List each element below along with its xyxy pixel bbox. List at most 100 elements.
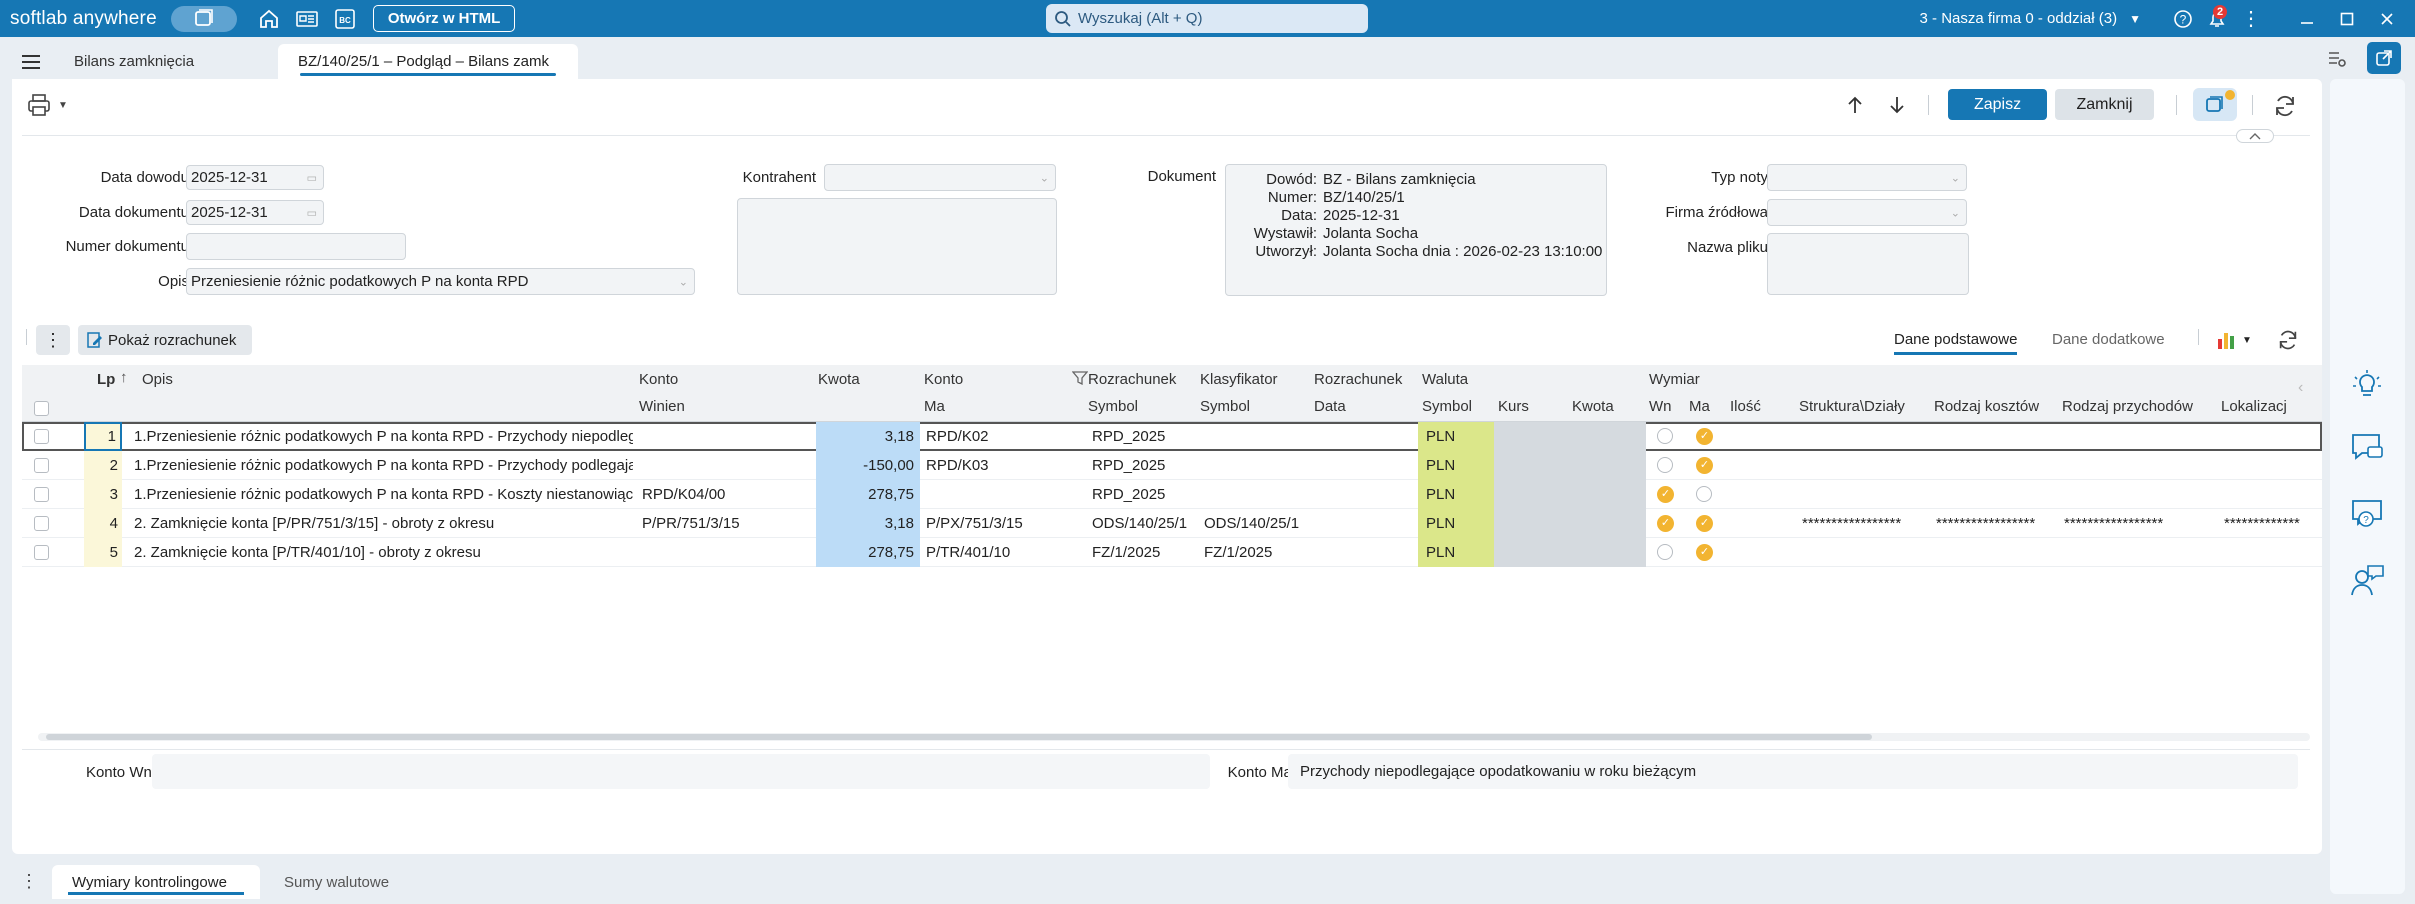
tab-bz-podglad[interactable]: BZ/140/25/1 – Podgląd – Bilans zamk bbox=[278, 44, 578, 79]
check-circle-icon[interactable]: ✓ bbox=[1657, 486, 1674, 503]
cell-opis[interactable]: 1.Przeniesienie różnic podatkowych P na … bbox=[134, 486, 633, 503]
radio-empty-icon[interactable] bbox=[1696, 486, 1712, 502]
table-row[interactable]: 1 1.Przeniesienie różnic podatkowych P na… bbox=[22, 422, 2322, 451]
show-settlement-button[interactable]: Pokaż rozrachunek bbox=[78, 325, 252, 355]
col-wymiar-wn[interactable]: Wn bbox=[1649, 398, 1672, 415]
support-button[interactable] bbox=[2350, 563, 2384, 597]
close-window-button[interactable] bbox=[2371, 3, 2403, 35]
col-klas-symbol[interactable]: Symbol bbox=[1200, 398, 1251, 415]
tab-dane-podstawowe[interactable]: Dane podstawowe bbox=[1894, 331, 2018, 355]
cell-kwota[interactable]: 278,75 bbox=[816, 538, 920, 567]
col-ilosc[interactable]: Ilość bbox=[1730, 398, 1761, 415]
cell-rodzaj-przychodow[interactable] bbox=[2064, 422, 2218, 451]
data-dokumentu-input[interactable]: 2025-12-31 ▭ bbox=[186, 200, 324, 225]
col-wymiar-ma[interactable]: Ma bbox=[1689, 398, 1710, 415]
col-ma[interactable]: Ma bbox=[924, 398, 945, 415]
col-konto-wn[interactable]: Konto bbox=[639, 371, 679, 388]
cell-struktura[interactable]: ***************** bbox=[1802, 515, 1902, 532]
help-chat-button[interactable]: ? bbox=[2350, 497, 2384, 531]
check-circle-icon[interactable]: ✓ bbox=[1696, 544, 1713, 561]
cell-waluta[interactable]: PLN bbox=[1418, 422, 1494, 451]
cell-rodzaj-przychodow[interactable] bbox=[2064, 538, 2218, 567]
cell-winien[interactable]: RPD/K04/00 bbox=[642, 486, 726, 503]
more-menu-button[interactable]: ⋮ bbox=[2235, 3, 2267, 35]
search-box[interactable]: Wyszukaj (Alt + Q) bbox=[1046, 4, 1368, 33]
modules-status-button[interactable] bbox=[2193, 88, 2237, 121]
radio-empty-icon[interactable] bbox=[1657, 457, 1673, 473]
cell-lp[interactable]: 5 bbox=[84, 538, 122, 567]
cell-lp[interactable]: 2 bbox=[84, 451, 122, 480]
cell-lokalizacja[interactable]: ************* bbox=[2224, 515, 2300, 532]
cell-lokalizacja[interactable] bbox=[2224, 451, 2322, 480]
row-checkbox[interactable] bbox=[34, 487, 49, 502]
radio-empty-icon[interactable] bbox=[1657, 544, 1673, 560]
refresh-button[interactable] bbox=[2270, 91, 2300, 121]
col-winien[interactable]: Winien bbox=[639, 398, 685, 415]
firma-zrodlowa-select[interactable]: ⌄ bbox=[1767, 199, 1967, 226]
cell-lokalizacja[interactable] bbox=[2224, 422, 2322, 451]
cell-opis[interactable]: 2. Zamknięcie konta [P/PR/751/3/15] - ob… bbox=[134, 515, 495, 532]
grid-menu-button[interactable]: ⋮ bbox=[36, 325, 70, 355]
tips-button[interactable] bbox=[2350, 367, 2384, 401]
cell-rodzaj-przychodow[interactable] bbox=[2064, 480, 2218, 509]
save-button[interactable]: Zapisz bbox=[1948, 89, 2047, 120]
table-row[interactable]: 4 2. Zamknięcie konta [P/PR/751/3/15] - o… bbox=[22, 509, 2322, 538]
cell-ma[interactable]: P/PX/751/3/15 bbox=[926, 515, 1023, 532]
col-klasyfikator[interactable]: Klasyfikator bbox=[1200, 371, 1278, 388]
row-checkbox[interactable] bbox=[34, 545, 49, 560]
cell-rozrachunek[interactable]: RPD_2025 bbox=[1092, 486, 1166, 503]
company-selector[interactable]: 3 - Nasza firma 0 - oddział (3) bbox=[1919, 10, 2118, 27]
bottom-menu-button[interactable]: ⋮ bbox=[20, 871, 38, 891]
cell-waluta[interactable]: PLN bbox=[1418, 451, 1494, 480]
cell-winien[interactable] bbox=[636, 451, 816, 480]
cell-klasyfikator[interactable] bbox=[1198, 480, 1312, 509]
help-button[interactable]: ? bbox=[2167, 3, 2199, 35]
cell-winien[interactable]: P/PR/751/3/15 bbox=[642, 515, 740, 532]
cell-struktura[interactable] bbox=[1802, 538, 1930, 567]
col-wal-kwota[interactable]: Kwota bbox=[1572, 398, 1614, 415]
cell-kwota[interactable]: 3,18 bbox=[816, 422, 920, 451]
col-lp[interactable]: Lp bbox=[97, 371, 116, 388]
cell-rozrachunek[interactable]: FZ/1/2025 bbox=[1092, 544, 1161, 561]
cell-waluta[interactable]: PLN bbox=[1418, 538, 1494, 567]
table-row[interactable]: 5 2. Zamknięcie konta [P/TR/401/10] - obr… bbox=[22, 538, 2322, 567]
cell-klasyfikator[interactable]: FZ/1/2025 bbox=[1204, 544, 1273, 561]
col-kwota[interactable]: Kwota bbox=[818, 371, 860, 388]
check-circle-icon[interactable]: ✓ bbox=[1696, 428, 1713, 445]
col-opis[interactable]: Opis bbox=[142, 371, 173, 388]
cell-opis[interactable]: 2. Zamknięcie konta [P/TR/401/10] - obro… bbox=[134, 544, 481, 561]
cell-lp[interactable]: 1 bbox=[84, 422, 122, 451]
notifications-button[interactable]: 2 bbox=[2201, 3, 2233, 35]
cell-rodzaj-przychodow[interactable]: ***************** bbox=[2064, 515, 2164, 532]
cell-rozrachunek[interactable]: ODS/140/25/1 bbox=[1092, 515, 1188, 532]
table-row[interactable]: 2 1.Przeniesienie różnic podatkowych P na… bbox=[22, 451, 2322, 480]
numer-dokumentu-input[interactable] bbox=[186, 233, 406, 260]
horizontal-scrollbar[interactable] bbox=[38, 733, 2310, 741]
calendar-icon[interactable]: ▭ bbox=[306, 207, 317, 219]
cell-struktura[interactable] bbox=[1802, 422, 1930, 451]
col-data[interactable]: Data bbox=[1314, 398, 1346, 415]
tab-list-button[interactable] bbox=[2323, 45, 2351, 73]
maximize-button[interactable] bbox=[2331, 3, 2363, 35]
cell-rodzaj-kosztow[interactable] bbox=[1936, 422, 2058, 451]
cell-rodzaj-kosztow[interactable] bbox=[1936, 451, 2058, 480]
cell-lp[interactable]: 3 bbox=[84, 480, 122, 509]
cell-lokalizacja[interactable] bbox=[2224, 538, 2322, 567]
cell-kwota[interactable]: -150,00 bbox=[816, 451, 920, 480]
home-button[interactable] bbox=[253, 3, 285, 35]
scrollbar-thumb[interactable] bbox=[46, 734, 1872, 740]
cell-winien[interactable] bbox=[636, 422, 816, 451]
cell-rodzaj-kosztow[interactable]: ***************** bbox=[1936, 515, 2036, 532]
tab-sumy-walutowe[interactable]: Sumy walutowe bbox=[264, 865, 409, 899]
tab-bilans-zamkniecia[interactable]: Bilans zamknięcia bbox=[74, 53, 195, 70]
row-checkbox[interactable] bbox=[34, 429, 49, 444]
kontrahent-select[interactable]: ⌄ bbox=[824, 164, 1056, 191]
modules-button[interactable] bbox=[170, 5, 237, 32]
news-button[interactable] bbox=[291, 3, 323, 35]
col-konto-ma[interactable]: Konto bbox=[924, 371, 964, 388]
row-checkbox[interactable] bbox=[34, 516, 49, 531]
cell-kwota[interactable]: 278,75 bbox=[816, 480, 920, 509]
cell-ma[interactable] bbox=[920, 480, 1086, 509]
col-rozrachunek[interactable]: Rozrachunek bbox=[1088, 371, 1177, 388]
bc-button[interactable]: BC bbox=[329, 3, 361, 35]
